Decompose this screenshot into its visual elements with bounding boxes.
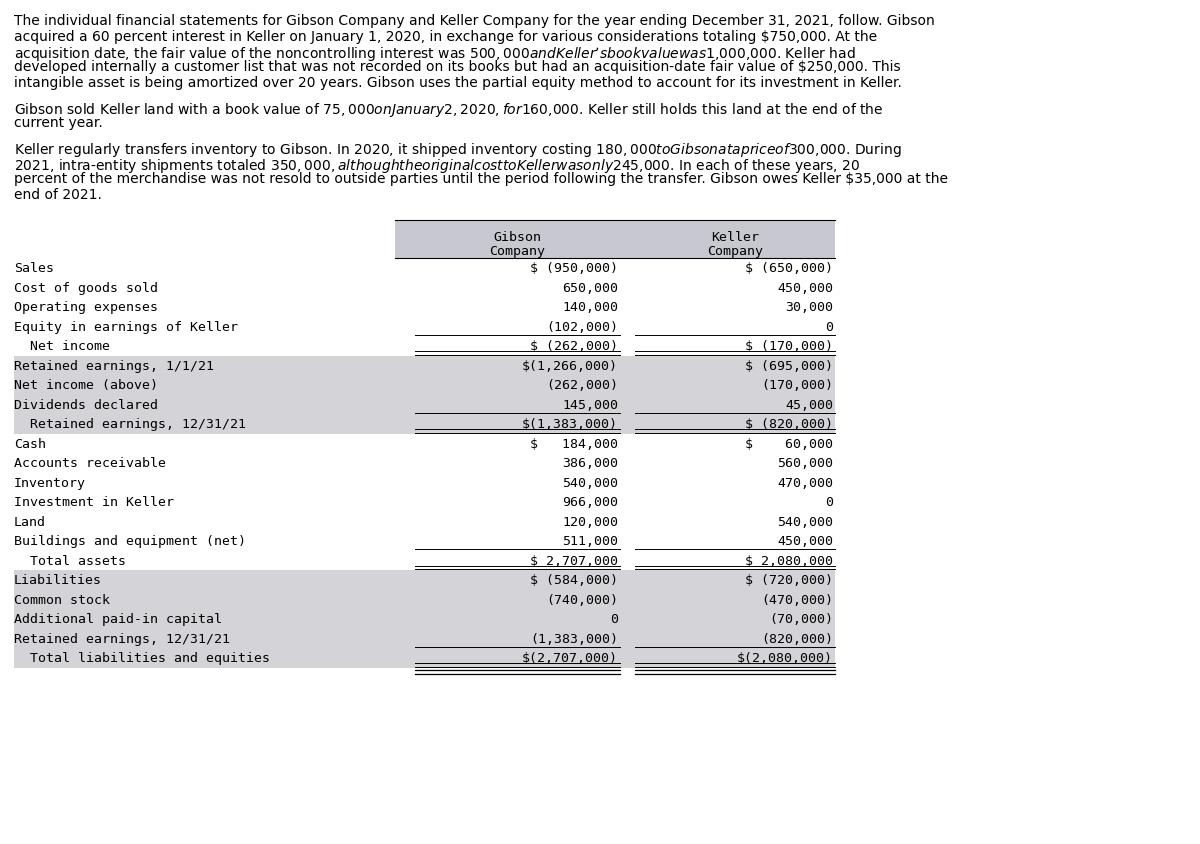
Text: Additional paid-in capital: Additional paid-in capital [14,613,222,625]
Text: Operating expenses: Operating expenses [14,301,158,314]
Text: $(2,080,000): $(2,080,000) [737,652,833,664]
Text: 450,000: 450,000 [778,282,833,295]
Text: $ (720,000): $ (720,000) [745,574,833,587]
Text: Dividends declared: Dividends declared [14,398,158,411]
Text: intangible asset is being amortized over 20 years. Gibson uses the partial equit: intangible asset is being amortized over… [14,76,902,90]
Text: Gibson: Gibson [493,230,541,244]
Text: Keller regularly transfers inventory to Gibson. In 2020, it shipped inventory co: Keller regularly transfers inventory to … [14,141,901,159]
Bar [14,590,835,609]
Text: Sales: Sales [14,262,54,275]
Text: (170,000): (170,000) [761,379,833,392]
Text: Net income: Net income [14,340,110,353]
Text: $ (950,000): $ (950,000) [530,262,618,275]
Text: Accounts receivable: Accounts receivable [14,457,166,470]
Text: developed internally a customer list that was not recorded on its books but had : developed internally a customer list tha… [14,61,901,74]
Text: percent of the merchandise was not resold to outside parties until the period fo: percent of the merchandise was not resol… [14,172,948,186]
Text: $    60,000: $ 60,000 [745,437,833,451]
Text: (820,000): (820,000) [761,632,833,645]
Bar [14,629,835,648]
Text: Net income (above): Net income (above) [14,379,158,392]
Text: 470,000: 470,000 [778,476,833,490]
Text: Inventory: Inventory [14,476,86,490]
Text: $ 2,707,000: $ 2,707,000 [530,555,618,567]
Bar [14,571,835,590]
Text: Retained earnings, 12/31/21: Retained earnings, 12/31/21 [14,632,230,645]
Text: $   184,000: $ 184,000 [530,437,618,451]
Text: Total assets: Total assets [14,555,126,567]
Text: Keller: Keller [710,230,760,244]
Text: Investment in Keller: Investment in Keller [14,495,174,509]
Bar [14,414,835,434]
Text: $ (170,000): $ (170,000) [745,340,833,353]
Text: 540,000: 540,000 [778,515,833,528]
Text: Retained earnings, 1/1/21: Retained earnings, 1/1/21 [14,360,214,372]
Text: (1,383,000): (1,383,000) [530,632,618,645]
Text: (102,000): (102,000) [546,321,618,333]
Text: 650,000: 650,000 [562,282,618,295]
Text: 140,000: 140,000 [562,301,618,314]
Text: $(2,707,000): $(2,707,000) [522,652,618,664]
Text: acquired a 60 percent interest in Keller on January 1, 2020, in exchange for var: acquired a 60 percent interest in Keller… [14,30,877,43]
Text: 0: 0 [826,495,833,509]
Text: 540,000: 540,000 [562,476,618,490]
Text: $ 2,080,000: $ 2,080,000 [745,555,833,567]
Text: $ (695,000): $ (695,000) [745,360,833,372]
Text: 511,000: 511,000 [562,535,618,548]
Text: acquisition date, the fair value of the noncontrolling interest was $500,000 and: acquisition date, the fair value of the … [14,45,856,63]
Text: Company: Company [707,245,763,257]
Text: Common stock: Common stock [14,593,110,606]
Bar [14,609,835,629]
Text: 450,000: 450,000 [778,535,833,548]
Text: 0: 0 [610,613,618,625]
Text: end of 2021.: end of 2021. [14,187,102,202]
Text: Gibson sold Keller land with a book value of $75,000 on January 2, 2020, for $16: Gibson sold Keller land with a book valu… [14,100,883,119]
Text: $(1,266,000): $(1,266,000) [522,360,618,372]
Text: Total liabilities and equities: Total liabilities and equities [14,652,270,664]
Text: Liabilities: Liabilities [14,574,102,587]
Text: 560,000: 560,000 [778,457,833,470]
Text: Equity in earnings of Keller: Equity in earnings of Keller [14,321,238,333]
Text: 120,000: 120,000 [562,515,618,528]
Text: Land: Land [14,515,46,528]
Text: $ (262,000): $ (262,000) [530,340,618,353]
Text: Retained earnings, 12/31/21: Retained earnings, 12/31/21 [14,418,246,430]
Text: $ (820,000): $ (820,000) [745,418,833,430]
Text: 966,000: 966,000 [562,495,618,509]
Text: (740,000): (740,000) [546,593,618,606]
Text: current year.: current year. [14,116,103,130]
Text: 145,000: 145,000 [562,398,618,411]
Bar [14,356,835,376]
Text: (470,000): (470,000) [761,593,833,606]
Text: $ (650,000): $ (650,000) [745,262,833,275]
Text: Buildings and equipment (net): Buildings and equipment (net) [14,535,246,548]
Text: Cost of goods sold: Cost of goods sold [14,282,158,295]
Text: (262,000): (262,000) [546,379,618,392]
Bar [14,376,835,395]
Text: (70,000): (70,000) [769,613,833,625]
Text: 45,000: 45,000 [785,398,833,411]
Text: $ (584,000): $ (584,000) [530,574,618,587]
Text: 0: 0 [826,321,833,333]
Text: 2021, intra-entity shipments totaled $350,000, although the original cost to Kel: 2021, intra-entity shipments totaled $35… [14,156,860,175]
Text: $(1,383,000): $(1,383,000) [522,418,618,430]
Bar [14,648,835,668]
Text: The individual financial statements for Gibson Company and Keller Company for th: The individual financial statements for … [14,14,935,28]
Bar [14,395,835,414]
Text: 30,000: 30,000 [785,301,833,314]
Bar [395,221,835,259]
Text: Company: Company [490,245,546,257]
Text: 386,000: 386,000 [562,457,618,470]
Text: Cash: Cash [14,437,46,451]
